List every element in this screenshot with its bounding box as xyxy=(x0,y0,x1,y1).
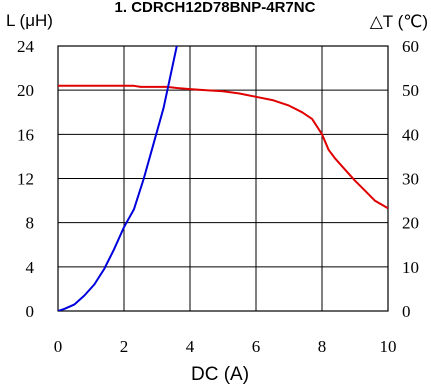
y-left-tick-label: 16 xyxy=(17,125,34,144)
y-right-tick-label: 20 xyxy=(402,214,419,233)
y-axis-left-label: L (μH) xyxy=(6,11,53,30)
x-tick-label: 6 xyxy=(252,337,261,356)
y-right-tick-label: 50 xyxy=(402,81,419,100)
y-left-tick-label: 0 xyxy=(26,302,35,321)
x-axis-label: DC (A) xyxy=(191,364,249,385)
x-tick-label: 4 xyxy=(186,337,195,356)
y-axis-right-label: △T (℃) xyxy=(370,12,428,31)
y-right-tick-label: 40 xyxy=(402,125,419,144)
chart-title: 1. CDRCH12D78BNP-4R7NC xyxy=(115,0,316,16)
x-tick-label: 10 xyxy=(380,337,397,356)
y-left-tick-label: 12 xyxy=(17,170,34,189)
y-left-tick-label: 20 xyxy=(17,81,34,100)
x-tick-label: 2 xyxy=(120,337,129,356)
y-left-tick-label: 24 xyxy=(17,37,35,56)
x-tick-label: 8 xyxy=(318,337,327,356)
inductance-line xyxy=(58,86,388,209)
y-right-tick-label: 10 xyxy=(402,258,419,277)
y-right-tick-label: 0 xyxy=(402,302,411,321)
x-tick-label: 0 xyxy=(54,337,63,356)
y-left-tick-label: 4 xyxy=(26,258,35,277)
y-left-tick-label: 8 xyxy=(26,214,35,233)
y-right-tick-label: 30 xyxy=(402,170,419,189)
y-right-tick-label: 60 xyxy=(402,37,419,56)
